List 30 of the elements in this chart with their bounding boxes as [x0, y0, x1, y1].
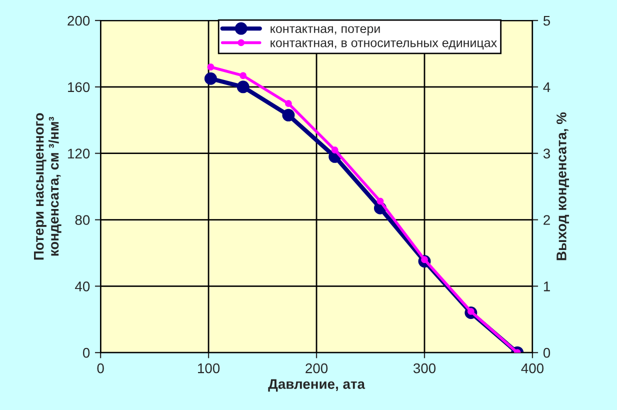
- point: [204, 72, 217, 85]
- y-tick-label: 80: [75, 215, 90, 225]
- legend-label: контактная, потери: [270, 26, 380, 36]
- y2-tick-label: 5: [543, 16, 550, 26]
- x-tick-label: 300: [413, 363, 436, 374]
- point: [236, 80, 250, 94]
- y2-tick-label: 1: [544, 282, 550, 292]
- x-tick-label: 200: [306, 363, 328, 374]
- legend-label: контактная, в относительных единицах: [270, 40, 497, 50]
- x-tick-label: 0: [97, 363, 104, 374]
- y-tick-label: 120: [68, 148, 90, 159]
- point: [331, 146, 338, 154]
- x-tick-label: 400: [521, 363, 544, 374]
- y-tick-label: 160: [68, 82, 90, 92]
- y-tick-label: 200: [68, 16, 90, 26]
- point: [376, 198, 384, 205]
- x-tick-label: 100: [198, 363, 220, 374]
- y2-tick-label: 4: [543, 82, 550, 92]
- point: [284, 100, 292, 107]
- y-tick-label: 40: [75, 282, 90, 292]
- y-axis-title: Потери насыщенного конденсата, см ³/нм³: [34, 113, 62, 260]
- point: [240, 72, 247, 80]
- y2-tick-label: 3: [543, 148, 550, 159]
- x-axis-title: Давление, ата: [268, 379, 366, 392]
- point: [207, 64, 214, 70]
- point: [282, 108, 295, 122]
- y2-tick-label: 0: [543, 348, 550, 358]
- y-tick-label: 0: [82, 348, 90, 358]
- y2-tick-label: 2: [544, 215, 550, 225]
- y2-axis-title: Выход конденсата, %: [556, 112, 569, 260]
